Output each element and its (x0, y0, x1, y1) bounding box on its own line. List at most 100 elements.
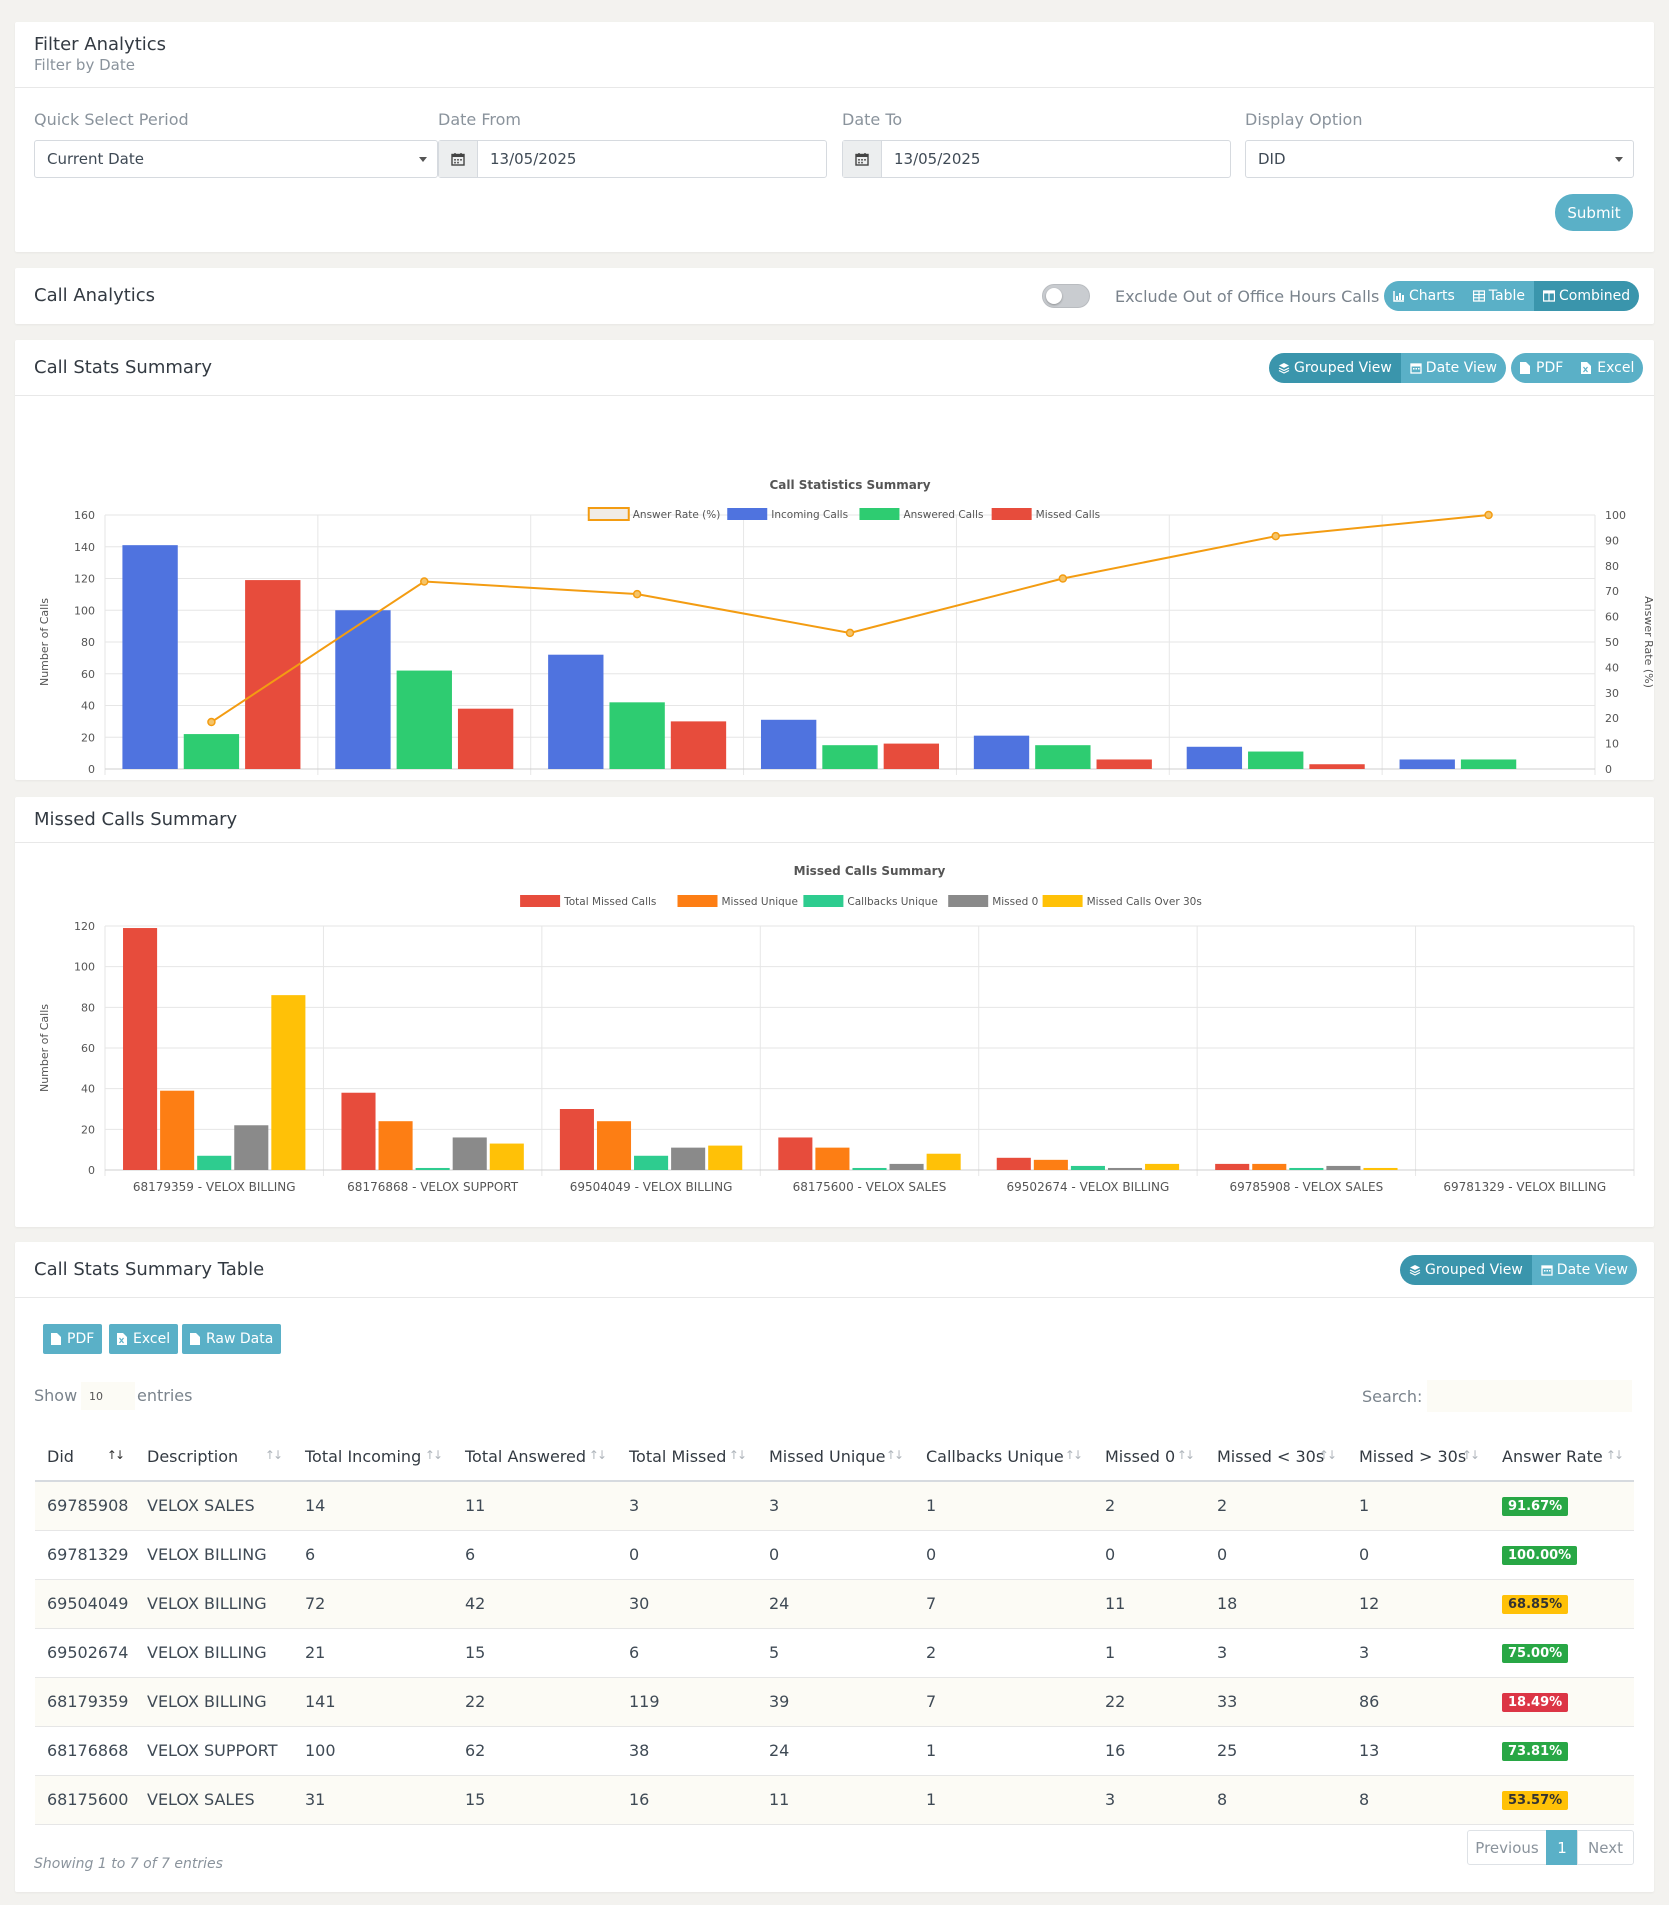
combined-view-button[interactable]: Combined (1533, 281, 1640, 311)
col-callbacks-unique[interactable]: Callbacks Unique ↑↓ (914, 1432, 1093, 1482)
table-excel-button[interactable]: Excel (109, 1324, 179, 1354)
table-cell: 24 (757, 1726, 914, 1776)
table-cell: 0 (617, 1530, 757, 1580)
entries-select[interactable]: 10 (81, 1382, 135, 1410)
bar-answered-calls (609, 702, 665, 769)
table-pdf-button[interactable]: PDF (43, 1324, 103, 1354)
table-cell: 8 (1205, 1775, 1347, 1825)
stats-view-group: Grouped View Date View (1269, 353, 1506, 383)
y2-axis-label: Answer Rate (%) (1642, 596, 1654, 688)
entries-label: entries (137, 1386, 193, 1405)
sort-icon: ↑↓ (1318, 1448, 1337, 1462)
table-cell: VELOX BILLING (135, 1677, 293, 1727)
bar-missed-0 (234, 1125, 269, 1170)
table-grouped-view-button[interactable]: Grouped View (1400, 1255, 1532, 1285)
chart-title: Missed Calls Summary (794, 864, 946, 878)
call-statistics-chart: Call Statistics Summary02040608010012014… (38, 478, 1654, 776)
filter-subtitle: Filter by Date (34, 56, 135, 74)
excel-export-button[interactable]: Excel (1572, 353, 1644, 383)
y-tick-label: 100 (74, 961, 95, 974)
table-cell: 7 (914, 1579, 1093, 1629)
bar-callbacks-unique (1070, 1165, 1105, 1170)
col-description[interactable]: Description ↑↓ (135, 1432, 293, 1482)
col-answer-rate[interactable]: Answer Rate ↑↓ (1490, 1432, 1634, 1482)
submit-button[interactable]: Submit (1555, 194, 1633, 231)
grouped-view-button[interactable]: Grouped View (1269, 353, 1401, 383)
chevron-down-icon (419, 157, 427, 162)
x-tick-label: 69504049 - VELOX BILLING (570, 1180, 733, 1194)
call-stats-header: Call Stats Summary Grouped View Date Vie… (15, 340, 1654, 396)
previous-page-button[interactable]: Previous (1467, 1830, 1547, 1865)
columns-icon (1542, 290, 1556, 302)
table-cell: 31 (293, 1775, 453, 1825)
bar-missed-calls (1309, 764, 1365, 769)
bar-incoming-calls (1399, 759, 1455, 769)
table-row: 69502674 VELOX BILLING 21 15 6 5 2 1 3 3 75.00% (35, 1628, 1634, 1678)
bar-missed-0 (1107, 1167, 1143, 1170)
answer-rate-badge: 68.85% (1502, 1595, 1569, 1614)
display-option-dropdown[interactable]: DID (1245, 140, 1634, 178)
next-page-button[interactable]: Next (1577, 1830, 1634, 1865)
sort-icon: ↑↓ (1064, 1448, 1083, 1462)
legend-swatch (587, 507, 630, 521)
table-cell: 21 (293, 1628, 453, 1678)
pdf-export-button[interactable]: PDF (1511, 353, 1573, 383)
legend-swatch (991, 508, 1032, 520)
y2-tick-label: 90 (1605, 534, 1619, 547)
table-cell: VELOX BILLING (135, 1530, 293, 1580)
table-icon (1472, 290, 1485, 302)
stats-table-card: Call Stats Summary Table Grouped View Da… (15, 1242, 1654, 1892)
y-tick-label: 40 (81, 700, 95, 713)
table-cell: 69504049 (35, 1579, 135, 1629)
table-date-view-button[interactable]: Date View (1531, 1255, 1637, 1285)
sort-desc-icon: ↑↓ (106, 1448, 125, 1462)
bar-missed-calls (1096, 759, 1152, 769)
bar-missed-unique (596, 1121, 632, 1170)
col-missed-unique[interactable]: Missed Unique ↑↓ (757, 1432, 914, 1482)
table-cell: 42 (453, 1579, 617, 1629)
table-cell: VELOX SALES (135, 1481, 293, 1531)
table-view-button[interactable]: Table (1463, 281, 1534, 311)
table-cell: 68.85% (1490, 1579, 1634, 1629)
table-cell: 16 (617, 1775, 757, 1825)
col-total-incoming[interactable]: Total Incoming ↑↓ (293, 1432, 453, 1482)
filter-card: Filter Analytics Filter by Date Quick Se… (15, 22, 1654, 252)
bar-missed-0 (671, 1147, 706, 1170)
bar-missed-calls-over-30s (489, 1143, 524, 1170)
exclude-ooh-toggle[interactable] (1042, 284, 1090, 308)
file-excel-icon (1581, 362, 1593, 374)
y-tick-label: 60 (81, 668, 95, 681)
date-to-input[interactable]: 13/05/2025 (842, 140, 1231, 178)
search-input[interactable] (1427, 1380, 1632, 1412)
table-raw-data-button[interactable]: Raw Data (182, 1324, 282, 1354)
col-total-answered[interactable]: Total Answered ↑↓ (453, 1432, 617, 1482)
col-did[interactable]: Did ↑↓ (35, 1432, 135, 1482)
answer-rate-badge: 100.00% (1502, 1546, 1578, 1565)
charts-view-button[interactable]: Charts (1384, 281, 1464, 311)
table-info: Showing 1 to 7 of 7 entries (34, 1856, 223, 1872)
sort-icon: ↑↓ (1176, 1448, 1195, 1462)
page-1-button[interactable]: 1 (1546, 1830, 1578, 1865)
bar-missed-calls-over-30s (708, 1145, 743, 1170)
table-cell: 5 (757, 1628, 914, 1678)
table-cell: 6 (617, 1628, 757, 1678)
answer-rate-point (1484, 510, 1493, 520)
y2-tick-label: 60 (1605, 611, 1619, 624)
file-icon (190, 1333, 202, 1345)
quick-select-label: Quick Select Period (34, 110, 189, 129)
answer-rate-badge: 91.67% (1502, 1497, 1569, 1517)
col-missed-under-30[interactable]: Missed < 30s ↑↓ (1205, 1432, 1347, 1482)
legend-swatch (859, 508, 900, 520)
col-missed-0[interactable]: Missed 0 ↑↓ (1093, 1432, 1205, 1482)
table-cell: 1 (914, 1775, 1093, 1825)
layers-icon (1278, 362, 1290, 374)
table-cell: 1 (914, 1481, 1093, 1531)
table-row: 68176868 VELOX SUPPORT 100 62 38 24 1 16 25 13 73.… (35, 1726, 1634, 1776)
col-total-missed[interactable]: Total Missed ↑↓ (617, 1432, 757, 1482)
date-view-button[interactable]: Date View (1400, 353, 1506, 383)
bar-callbacks-unique (852, 1167, 887, 1170)
quick-select-dropdown[interactable]: Current Date (34, 140, 438, 178)
col-missed-over-30[interactable]: Missed > 30s ↑↓ (1347, 1432, 1490, 1482)
date-from-input[interactable]: 13/05/2025 (438, 140, 827, 178)
table-cell: 18.49% (1490, 1677, 1634, 1727)
